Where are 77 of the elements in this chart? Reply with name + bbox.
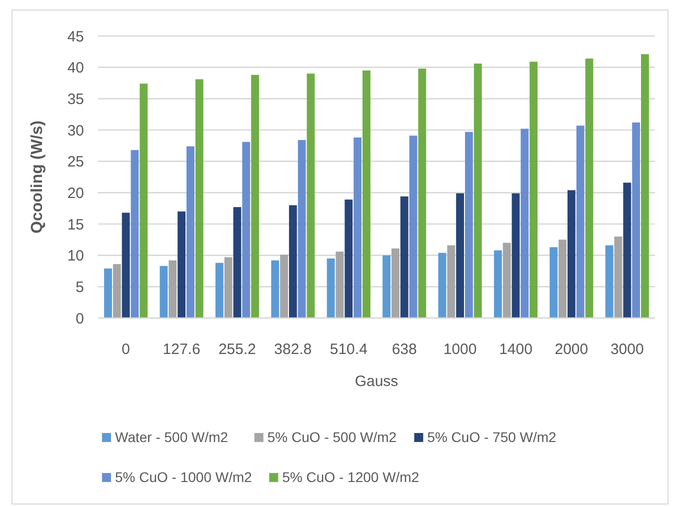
- bar: [251, 74, 260, 318]
- y-tick-label: 45: [67, 28, 84, 46]
- bar: [400, 196, 408, 318]
- bar: [494, 250, 502, 318]
- bar: [186, 146, 194, 318]
- bar: [271, 260, 280, 318]
- bar: [242, 142, 250, 318]
- bar: [298, 140, 306, 318]
- x-tick-label: 127.6: [162, 341, 200, 358]
- bar: [122, 212, 130, 318]
- x-tick-label: 255.2: [218, 341, 256, 358]
- bar: [614, 236, 622, 318]
- bar: [623, 182, 632, 318]
- bar: [288, 205, 297, 318]
- bar: [140, 84, 148, 318]
- legend-label: Water - 500 W/m2: [115, 429, 228, 445]
- legend-label: 5% CuO - 1000 W/m2: [115, 469, 252, 485]
- bar: [474, 64, 482, 318]
- bar: [456, 193, 464, 318]
- bar: [224, 257, 232, 318]
- bar: [567, 190, 576, 318]
- y-axis-title: Qcooling (W/s): [29, 120, 46, 234]
- bar: [306, 74, 315, 318]
- bar: [418, 68, 426, 318]
- y-tick-label: 10: [67, 248, 84, 265]
- bar: [558, 240, 566, 318]
- bar: [550, 247, 558, 318]
- y-tick-label: 0: [76, 310, 84, 328]
- bar: [195, 79, 204, 318]
- bar: [354, 138, 362, 318]
- x-axis-title: Gauss: [354, 373, 398, 390]
- bar: [585, 58, 594, 318]
- bar: [215, 262, 224, 318]
- bar: [344, 200, 353, 318]
- x-tick-label: 382.8: [274, 341, 312, 358]
- y-tick-label: 15: [67, 216, 84, 234]
- x-tick-label: 638: [392, 341, 417, 358]
- legend-label: 5% CuO - 1200 W/m2: [282, 469, 420, 485]
- x-tick-label: 510.4: [330, 341, 368, 358]
- bar: [520, 128, 529, 318]
- bar: [447, 245, 456, 318]
- bar: [438, 252, 446, 318]
- bar: [502, 242, 511, 318]
- x-tick-label: 1400: [499, 341, 532, 358]
- bar: [409, 136, 418, 318]
- y-tick-label: 5: [76, 278, 84, 296]
- x-tick-label: 2000: [554, 341, 588, 358]
- x-tick-label: 0: [122, 341, 130, 358]
- bar: [465, 132, 473, 318]
- bar: [362, 70, 370, 318]
- bar: [530, 62, 538, 318]
- legend-label: 5% CuO - 500 W/m2: [267, 429, 397, 445]
- bar: [336, 252, 344, 318]
- bar: [391, 248, 400, 318]
- y-tick-label: 40: [67, 60, 84, 77]
- bar: [632, 122, 640, 318]
- bar: [130, 150, 139, 318]
- bar: [382, 255, 390, 318]
- x-tick-label: 3000: [610, 341, 644, 358]
- y-tick-label: 35: [67, 90, 84, 108]
- bar: [605, 245, 614, 318]
- bar: [112, 264, 121, 318]
- bar: [168, 260, 177, 318]
- x-tick-label: 1000: [443, 341, 477, 358]
- bar: [280, 254, 288, 318]
- y-tick-label: 25: [67, 154, 84, 171]
- bar: [641, 54, 649, 318]
- legend-label: 5% CuO - 750 W/m2: [427, 429, 557, 445]
- y-tick-label: 30: [67, 122, 84, 140]
- y-tick-label: 20: [67, 184, 84, 202]
- bar: [512, 193, 520, 318]
- bar: [104, 268, 112, 318]
- bar: [178, 211, 186, 318]
- bar: [326, 258, 335, 318]
- bar: [576, 126, 584, 318]
- bar: [160, 266, 168, 318]
- bar: [233, 207, 242, 318]
